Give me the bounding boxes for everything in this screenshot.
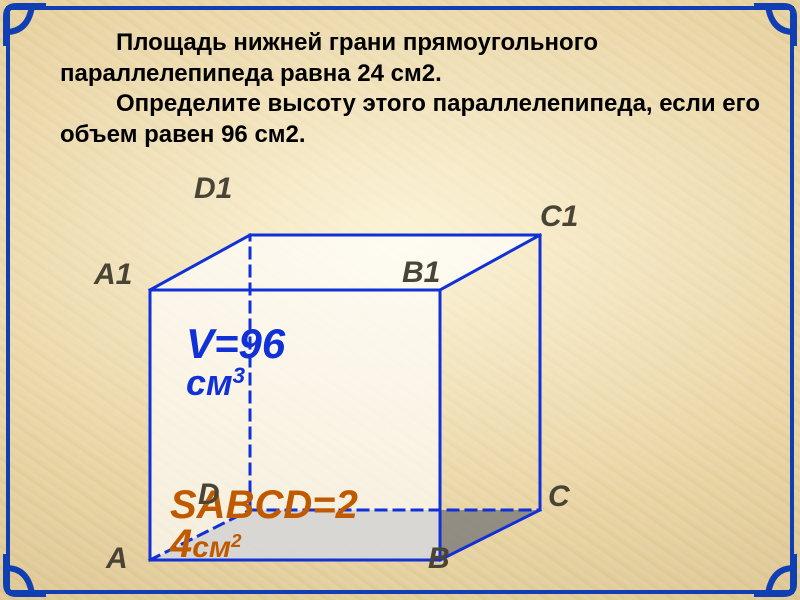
vertex-label-D1: D1 — [194, 172, 232, 206]
problem-line-2: Определите высоту этого параллелепипеда,… — [60, 89, 760, 150]
volume-annotation: V=96 см3 — [186, 322, 285, 402]
corner-ornament-bl — [2, 554, 46, 598]
vertex-label-C: C — [548, 480, 570, 514]
vertex-label-D: D — [198, 478, 220, 512]
volume-equation: V=96 — [186, 322, 285, 366]
problem-line-1: Площадь нижней грани прямоугольного пара… — [60, 28, 760, 89]
area-line-2: 4см2 — [170, 525, 358, 564]
vertex-label-C1: C1 — [540, 200, 578, 234]
corner-ornament-tl — [2, 2, 46, 46]
volume-unit: см3 — [186, 364, 285, 402]
volume-unit-text: см — [186, 362, 233, 403]
top-face — [150, 235, 540, 290]
area-unit-exp: 2 — [231, 530, 241, 551]
vertex-label-B1: B1 — [402, 256, 440, 290]
corner-ornament-br — [754, 554, 798, 598]
problem-text: Площадь нижней грани прямоугольного пара… — [60, 28, 760, 151]
parallelepiped-diagram: V=96 см3 SABCD=2 4см2 A B C D A1 B1 C1 D… — [110, 180, 630, 580]
slide-stage: Площадь нижней грани прямоугольного пара… — [0, 0, 800, 600]
corner-ornament-tr — [754, 2, 798, 46]
area-unit-text: см — [192, 531, 231, 564]
volume-unit-exp: 3 — [233, 363, 245, 388]
vertex-label-A: A — [106, 542, 128, 576]
vertex-label-B: B — [428, 542, 450, 576]
area-line2-num: 4 — [170, 522, 192, 566]
vertex-label-A1: A1 — [94, 258, 132, 292]
